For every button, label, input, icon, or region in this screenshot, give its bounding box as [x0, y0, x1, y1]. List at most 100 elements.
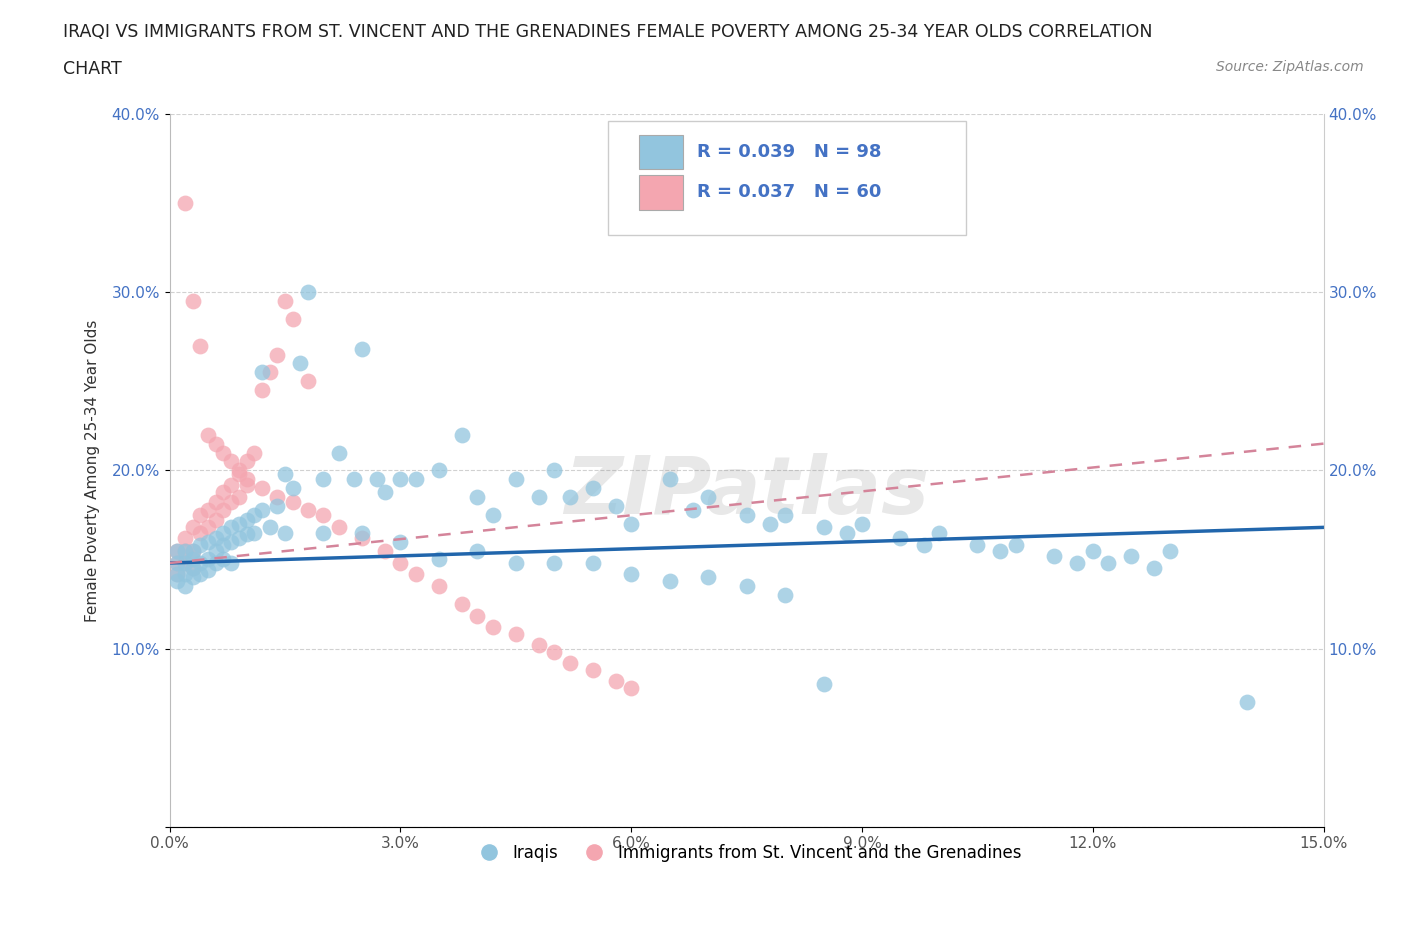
Point [481, 508, 503, 523]
Point [181, 552, 204, 567]
Point [697, 570, 720, 585]
Point [281, 481, 304, 496]
Point [190, 566, 212, 581]
Point [190, 508, 212, 523]
Point [312, 508, 335, 523]
Text: R = 0.039   N = 98: R = 0.039 N = 98 [697, 143, 882, 161]
Point [481, 619, 503, 634]
Point [1005, 538, 1028, 552]
Point [181, 520, 204, 535]
Point [1066, 555, 1088, 570]
Point [697, 489, 720, 504]
Point [197, 520, 219, 535]
Point [274, 467, 297, 482]
Point [605, 673, 627, 688]
Point [389, 555, 412, 570]
Point [274, 294, 297, 309]
Point [197, 534, 219, 549]
Point [990, 543, 1012, 558]
Point [682, 502, 704, 517]
Point [813, 677, 835, 692]
Point [735, 508, 758, 523]
Point [582, 662, 605, 677]
Point [212, 445, 235, 460]
Text: IRAQI VS IMMIGRANTS FROM ST. VINCENT AND THE GRENADINES FEMALE POVERTY AMONG 25-: IRAQI VS IMMIGRANTS FROM ST. VINCENT AND… [63, 23, 1153, 41]
Y-axis label: Female Poverty Among 25-34 Year Olds: Female Poverty Among 25-34 Year Olds [86, 319, 100, 621]
Point [328, 445, 350, 460]
Point [204, 555, 226, 570]
Point [235, 454, 257, 469]
Point [543, 463, 565, 478]
Point [219, 520, 242, 535]
Point [366, 472, 388, 486]
Point [405, 566, 427, 581]
Point [427, 578, 450, 593]
Point [212, 485, 235, 499]
Point [374, 485, 396, 499]
Point [605, 498, 627, 513]
Bar [640, 135, 683, 169]
Point [166, 555, 188, 570]
Point [266, 498, 288, 513]
FancyBboxPatch shape [609, 121, 966, 235]
Point [274, 525, 297, 540]
Point [197, 563, 219, 578]
Point [374, 543, 396, 558]
Point [166, 574, 188, 589]
Point [527, 638, 550, 653]
Point [190, 555, 212, 570]
Point [174, 531, 197, 546]
Point [197, 427, 219, 442]
Point [835, 525, 858, 540]
Point [228, 531, 250, 546]
Point [204, 436, 226, 451]
Text: ZIPatlas: ZIPatlas [564, 453, 929, 531]
Point [966, 538, 988, 552]
Point [343, 472, 366, 486]
Point [505, 472, 527, 486]
Text: R = 0.037   N = 60: R = 0.037 N = 60 [697, 183, 882, 202]
Point [166, 555, 188, 570]
Point [174, 578, 197, 593]
Point [773, 588, 796, 603]
Point [228, 489, 250, 504]
Point [389, 534, 412, 549]
Point [250, 365, 273, 379]
Text: CHART: CHART [63, 60, 122, 78]
Point [190, 525, 212, 540]
Point [582, 481, 605, 496]
Point [204, 495, 226, 510]
Point [558, 656, 581, 671]
Point [174, 543, 197, 558]
Bar [640, 175, 683, 209]
Point [166, 566, 188, 581]
Point [259, 520, 281, 535]
Point [212, 538, 235, 552]
Point [190, 339, 212, 353]
Point [204, 512, 226, 527]
Point [582, 555, 605, 570]
Point [166, 566, 188, 581]
Point [174, 543, 197, 558]
Point [658, 472, 681, 486]
Point [181, 561, 204, 576]
Point [620, 566, 643, 581]
Point [467, 609, 489, 624]
Point [219, 495, 242, 510]
Point [266, 489, 288, 504]
Point [505, 627, 527, 642]
Point [266, 347, 288, 362]
Point [243, 508, 266, 523]
Point [228, 516, 250, 531]
Point [219, 555, 242, 570]
Point [1143, 561, 1166, 576]
Point [166, 543, 188, 558]
Point [1121, 549, 1143, 564]
Point [181, 570, 204, 585]
Point [658, 574, 681, 589]
Point [297, 502, 319, 517]
Point [174, 195, 197, 210]
Point [543, 644, 565, 659]
Point [405, 472, 427, 486]
Point [228, 467, 250, 482]
